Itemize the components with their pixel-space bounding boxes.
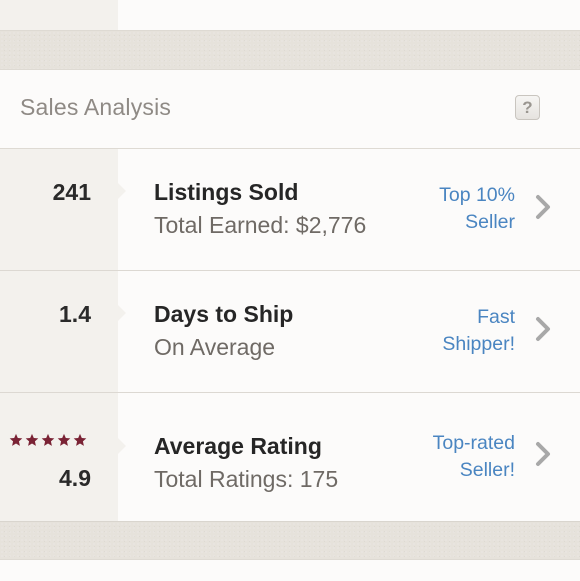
stat-title: Listings Sold — [154, 179, 299, 205]
stats-list: 241 Listings Sold Total Earned: $2,776 T… — [0, 149, 580, 523]
stat-row-days-to-ship[interactable]: 1.4 Days to Ship On Average Fast Shipper… — [0, 271, 580, 393]
chevron-right-icon[interactable] — [533, 315, 553, 343]
background-strip-bottom — [0, 521, 580, 560]
star-rating — [9, 433, 87, 447]
badge-line-1: Top 10% — [439, 184, 515, 206]
stat-value-column: 1.4 — [0, 271, 126, 392]
days-to-ship-value: 1.4 — [59, 301, 91, 327]
chevron-right-icon[interactable] — [533, 440, 553, 468]
stat-subtitle: On Average — [154, 334, 276, 360]
star-icon — [73, 433, 87, 446]
badge-line-2: Seller! — [459, 459, 515, 481]
stat-subtitle: Total Ratings: 175 — [154, 466, 339, 492]
badge-line-2: Shipper! — [442, 333, 515, 355]
badge-line-1: Top-rated — [432, 432, 515, 454]
stat-value-column: 4.9 — [0, 393, 126, 523]
next-card — [0, 559, 580, 581]
stat-row-listings-sold[interactable]: 241 Listings Sold Total Earned: $2,776 T… — [0, 149, 580, 271]
star-icon — [25, 433, 39, 446]
sales-analysis-card: Sales Analysis ? 241 Listings Sold Total… — [0, 69, 580, 523]
average-rating-value: 4.9 — [59, 465, 91, 491]
stat-subtitle: Total Earned: $2,776 — [154, 212, 367, 238]
top-rated-seller-link[interactable]: Top-rated Seller! — [433, 430, 515, 484]
card-header: Sales Analysis ? — [0, 70, 580, 149]
chevron-right-icon[interactable] — [533, 193, 553, 221]
stat-title: Days to Ship — [154, 301, 294, 327]
fast-shipper-link[interactable]: Fast Shipper! — [442, 304, 515, 358]
badge-line-2: Seller — [465, 211, 515, 233]
background-strip-top — [0, 31, 580, 69]
previous-card — [0, 0, 580, 31]
listings-sold-count: 241 — [52, 179, 91, 205]
help-icon[interactable]: ? — [515, 95, 540, 120]
stat-row-average-rating[interactable]: 4.9 Average Rating Total Ratings: 175 To… — [0, 393, 580, 523]
stat-value-column: 241 — [0, 149, 126, 270]
badge-line-1: Fast — [477, 306, 515, 328]
star-icon — [41, 433, 55, 446]
card-title: Sales Analysis — [20, 94, 172, 120]
previous-card-left-column — [0, 0, 118, 30]
stat-title: Average Rating — [154, 433, 322, 459]
star-icon — [57, 433, 71, 446]
top-seller-link[interactable]: Top 10% Seller — [439, 182, 515, 236]
star-icon — [9, 433, 23, 446]
